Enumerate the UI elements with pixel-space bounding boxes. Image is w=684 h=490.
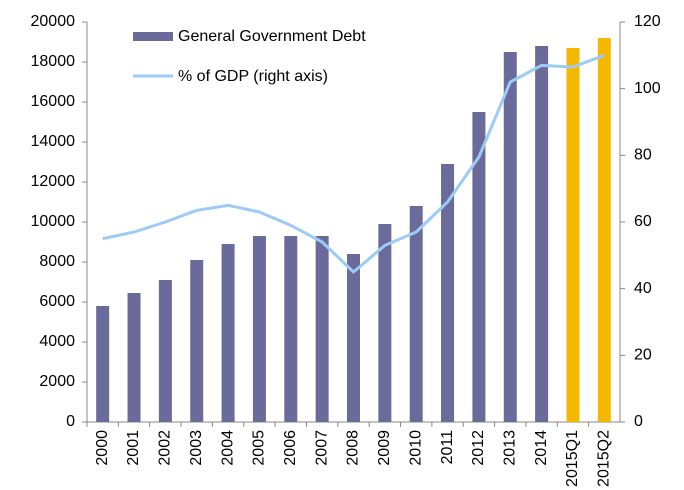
bar	[409, 206, 423, 422]
y2-tick-label: 40	[634, 280, 652, 297]
y-tick-label: 18000	[31, 53, 76, 70]
x-tick-label: 2003	[188, 430, 205, 466]
y-tick-label: 20000	[31, 13, 76, 30]
x-tick-label: 2010	[407, 430, 424, 466]
x-tick-label: 2014	[533, 430, 550, 466]
y2-tick-label: 80	[634, 147, 652, 164]
bar	[158, 280, 172, 422]
y-tick-label: 0	[66, 413, 75, 430]
legend-label: % of GDP (right axis)	[178, 68, 328, 85]
y2-tick-label: 120	[634, 13, 661, 30]
x-tick-label: 2013	[501, 430, 518, 466]
x-tick-label: 2002	[157, 430, 174, 466]
bar	[252, 236, 266, 422]
x-tick-label: 2000	[94, 430, 111, 466]
y-tick-label: 2000	[39, 373, 75, 390]
y-tick-label: 16000	[31, 93, 76, 110]
x-tick-label: 2012	[470, 430, 487, 466]
bar	[535, 46, 549, 422]
x-tick-label: 2009	[376, 430, 393, 466]
y-tick-label: 8000	[39, 253, 75, 270]
bar	[378, 224, 392, 422]
bar	[503, 52, 517, 422]
x-tick-label: 2005	[251, 430, 268, 466]
bar	[597, 38, 611, 422]
bar	[190, 260, 204, 422]
y2-tick-label: 60	[634, 213, 652, 230]
x-tick-label: 2004	[219, 430, 236, 466]
y2-tick-label: 100	[634, 80, 661, 97]
bar	[347, 254, 360, 422]
x-tick-label: 2011	[439, 430, 456, 465]
y-tick-label: 10000	[31, 213, 76, 230]
x-tick-label: 2007	[313, 430, 330, 466]
x-tick-label: 2015Q1	[564, 430, 581, 487]
y-tick-label: 4000	[39, 333, 75, 350]
y-tick-label: 12000	[31, 173, 76, 190]
y-tick-label: 14000	[31, 133, 76, 150]
x-tick-label: 2001	[125, 430, 142, 466]
x-tick-label: 2015Q2	[596, 430, 613, 487]
bar	[315, 236, 329, 422]
bar	[127, 293, 141, 422]
legend-label: General Government Debt	[178, 28, 366, 45]
bar	[566, 48, 580, 422]
bar	[96, 306, 110, 422]
y2-tick-label: 0	[634, 413, 643, 430]
bar	[221, 244, 235, 422]
bar	[284, 236, 298, 422]
line	[102, 53, 605, 274]
bar	[472, 112, 486, 422]
legend-swatch	[133, 32, 173, 41]
bar	[441, 164, 455, 422]
y2-tick-label: 20	[634, 347, 652, 364]
x-tick-label: 2008	[345, 430, 362, 466]
y-tick-label: 6000	[39, 293, 75, 310]
x-tick-label: 2006	[282, 430, 299, 466]
